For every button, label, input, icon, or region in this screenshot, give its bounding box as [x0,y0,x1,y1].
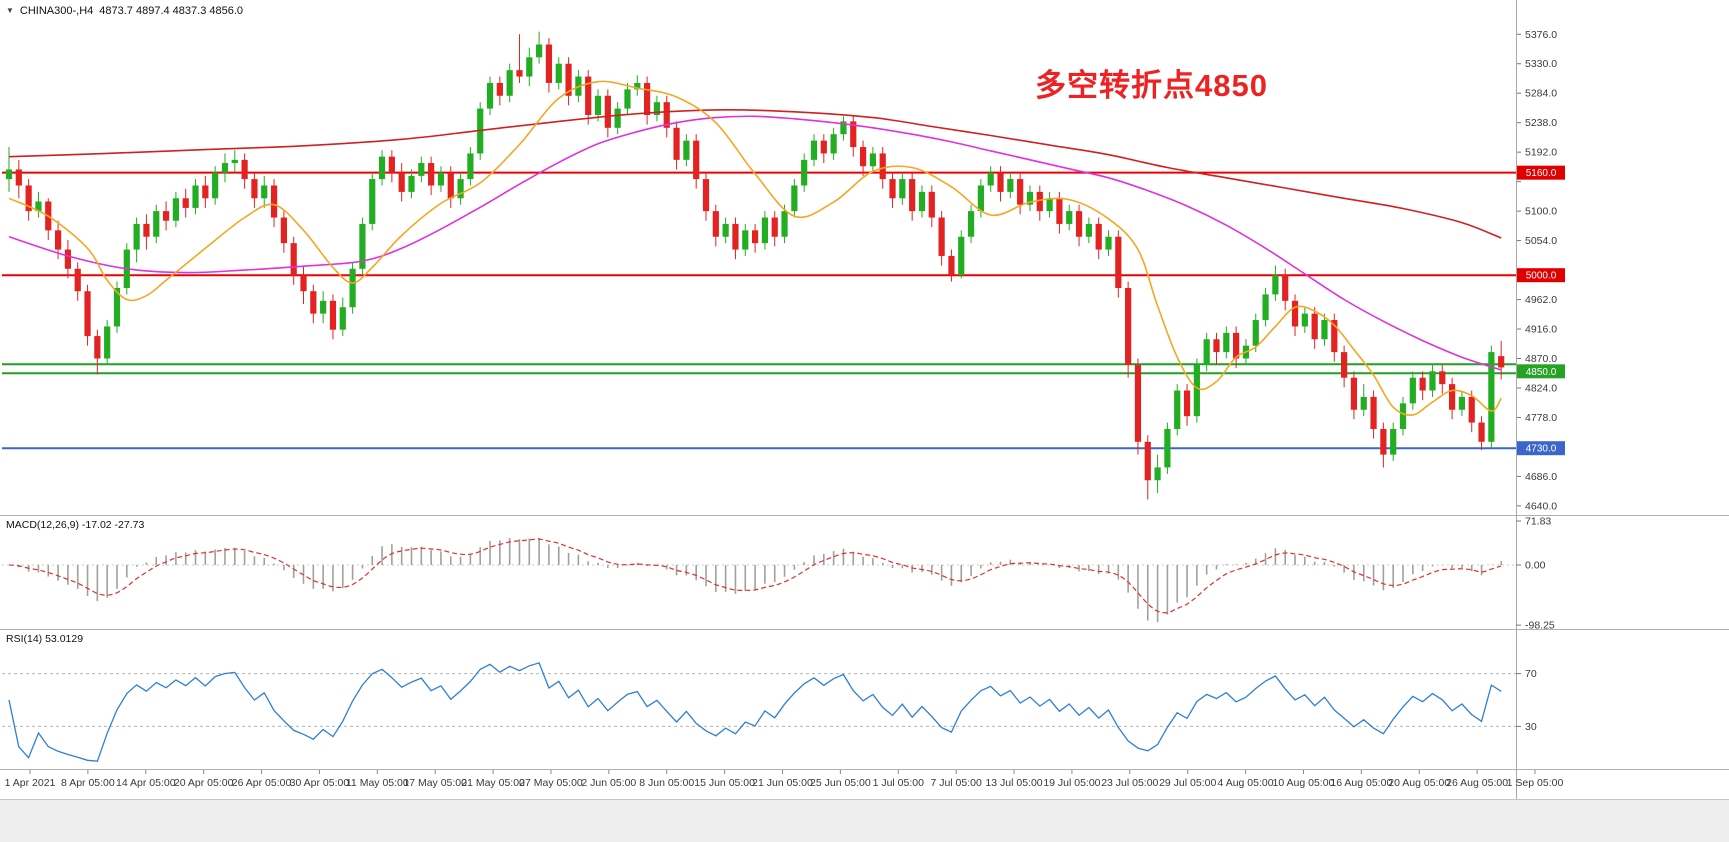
svg-text:1 Apr 2021: 1 Apr 2021 [5,777,56,789]
price-axis: 5376.0 5330.0 5284.0 5238.0 5192.0 5100.0 5054… [1516,29,1565,512]
svg-text:1 Sep 05:00: 1 Sep 05:00 [1507,777,1564,789]
svg-text:5000.0: 5000.0 [1526,271,1557,282]
svg-text:20 Aug 05:00: 20 Aug 05:00 [1388,777,1450,789]
price-annotation: 多空转折点4850 [1035,68,1268,103]
rsi-indicator-label: RSI(14) 53.0129 [6,633,84,645]
mid-ma-line [8,115,1502,371]
svg-text:16 Aug 05:00: 16 Aug 05:00 [1330,777,1392,789]
svg-text:0.00: 0.00 [1525,560,1546,572]
svg-text:29 Jul 05:00: 29 Jul 05:00 [1159,777,1216,789]
rsi-line [8,662,1502,762]
svg-text:4824.0: 4824.0 [1525,382,1557,394]
svg-text:4778.0: 4778.0 [1525,412,1557,424]
svg-text:4640.0: 4640.0 [1525,500,1557,512]
svg-text:23 Jul 05:00: 23 Jul 05:00 [1101,777,1158,789]
svg-text:5284.0: 5284.0 [1525,88,1557,100]
svg-text:2 Jun 05:00: 2 Jun 05:00 [581,777,636,789]
svg-text:11 May 05:00: 11 May 05:00 [346,777,409,789]
svg-text:13 Jul 05:00: 13 Jul 05:00 [985,777,1042,789]
svg-text:10 Aug 05:00: 10 Aug 05:00 [1273,777,1335,789]
svg-text:-98.25: -98.25 [1525,620,1555,632]
svg-text:1 Jul 05:00: 1 Jul 05:00 [873,777,925,789]
svg-text:5376.0: 5376.0 [1525,29,1557,41]
macd-panel: 71.83 0.00 -98.25 [2,516,1555,632]
svg-text:5100.0: 5100.0 [1525,206,1557,218]
svg-text:21 Jun 05:00: 21 Jun 05:00 [752,777,813,789]
macd-indicator-label: MACD(12,26,9) -17.02 -27.73 [6,519,145,531]
svg-text:71.83: 71.83 [1525,516,1551,528]
svg-text:20 Apr 05:00: 20 Apr 05:00 [174,777,234,789]
svg-text:5192.0: 5192.0 [1525,147,1557,159]
svg-text:26 Aug 05:00: 26 Aug 05:00 [1446,777,1508,789]
svg-text:25 Jun 05:00: 25 Jun 05:00 [810,777,871,789]
svg-text:26 Apr 05:00: 26 Apr 05:00 [232,777,292,789]
svg-text:30 Apr 05:00: 30 Apr 05:00 [290,777,350,789]
hlines-layer [2,171,1516,450]
svg-text:5054.0: 5054.0 [1525,235,1557,247]
moving-averages-layer [8,80,1502,416]
symbol-dropdown-icon[interactable]: ▼ [6,6,14,15]
price-level-badge [1517,364,1565,379]
slow-ma-line [8,109,1502,239]
price-level-badge [1517,165,1565,180]
svg-text:5238.0: 5238.0 [1525,117,1557,129]
svg-text:8 Apr 05:00: 8 Apr 05:00 [61,777,115,789]
svg-text:30: 30 [1525,721,1537,733]
macd-signal-line [8,538,1502,614]
svg-text:17 May 05:00: 17 May 05:00 [403,777,467,789]
fast-ma-line [8,80,1502,416]
svg-text:14 Apr 05:00: 14 Apr 05:00 [116,777,176,789]
svg-text:5160.0: 5160.0 [1526,168,1557,179]
candles-layer [5,31,1505,500]
svg-text:70: 70 [1525,668,1537,680]
svg-text:7 Jul 05:00: 7 Jul 05:00 [930,777,982,789]
svg-text:4730.0: 4730.0 [1526,444,1557,455]
svg-text:15 Jun 05:00: 15 Jun 05:00 [694,777,755,789]
symbol-title: CHINA300-,H4 [19,5,94,17]
ohlc-readout: 4873.7 4897.4 4837.3 4856.0 [99,5,244,17]
symbol-legend: ▼ CHINA300-,H4 4873.7 4897.4 4837.3 4856… [6,5,243,17]
svg-text:8 Jun 05:00: 8 Jun 05:00 [639,777,694,789]
svg-text:27 May 05:00: 27 May 05:00 [519,777,583,789]
price-level-badge [1517,268,1565,283]
svg-text:4686.0: 4686.0 [1525,471,1557,483]
svg-text:21 May 05:00: 21 May 05:00 [461,777,525,789]
rsi-panel: 70 30 [2,662,1537,762]
svg-text:5330.0: 5330.0 [1525,58,1557,70]
svg-text:4962.0: 4962.0 [1525,294,1557,306]
price-level-badge [1517,441,1565,456]
svg-text:4850.0: 4850.0 [1526,367,1557,378]
svg-text:4 Aug 05:00: 4 Aug 05:00 [1218,777,1274,789]
svg-text:4916.0: 4916.0 [1525,324,1557,336]
svg-text:19 Jul 05:00: 19 Jul 05:00 [1043,777,1100,789]
svg-text:4870.0: 4870.0 [1525,353,1557,365]
